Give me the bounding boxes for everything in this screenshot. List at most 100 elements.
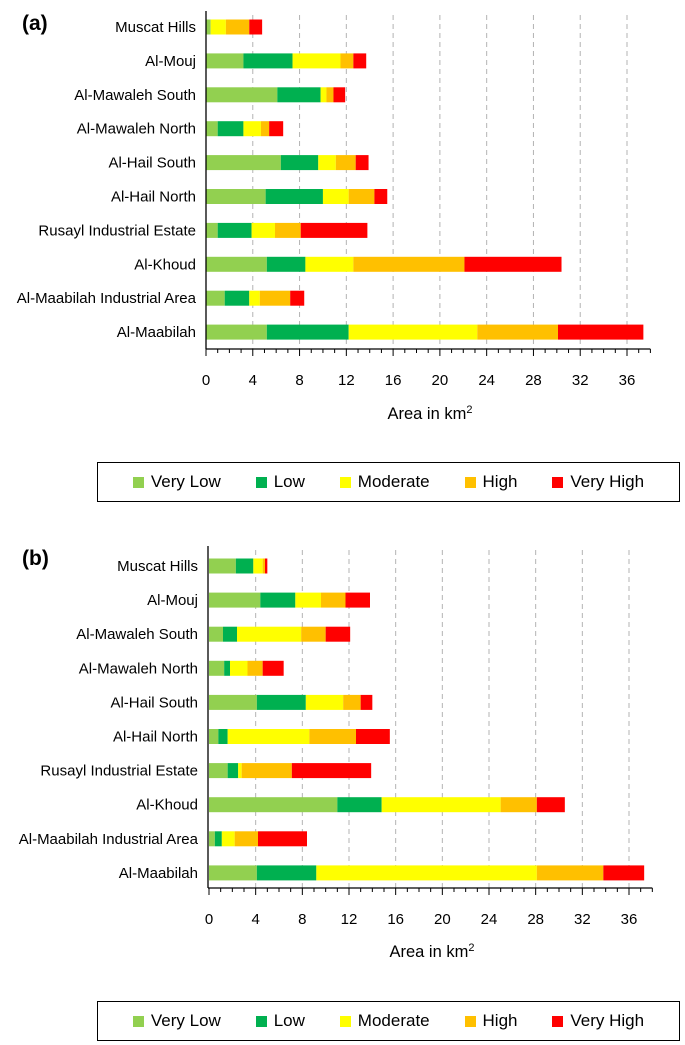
bar-segment-very-low — [209, 865, 257, 881]
bar-segment-low — [224, 660, 230, 676]
bar-segment-very-low — [209, 592, 261, 608]
category-label: Al-Hail South — [108, 155, 196, 172]
bar-segment-high — [321, 592, 346, 608]
bar-segment-very-low — [206, 189, 266, 204]
category-label: Al-Mouj — [145, 53, 196, 70]
bar-segment-low — [223, 626, 237, 642]
bar-segment-high — [260, 121, 270, 137]
legend-label: Very Low — [150, 1011, 221, 1030]
category-label: Muscat Hills — [117, 558, 198, 575]
legend-swatch-high — [464, 1015, 476, 1027]
legend-swatch-very-low — [132, 1015, 144, 1027]
chart-panel-a: (a) Muscat Hills Al-Mouj Al-Mawaleh South A… — [0, 0, 685, 520]
bar-segment-moderate — [237, 626, 302, 642]
bar-segment-very-low — [209, 797, 338, 813]
legend-item-low: Low — [255, 1011, 305, 1031]
bar-segment-very-low — [209, 626, 223, 642]
bar-segment-moderate — [305, 694, 344, 710]
bar-segment-very-high — [353, 53, 367, 69]
x-tick-label: 28 — [527, 911, 544, 928]
bar-segment-high — [335, 155, 356, 171]
x-tick-label: 4 — [251, 911, 259, 928]
bar-segment-high — [536, 865, 604, 881]
legend-swatch-low — [255, 1015, 267, 1027]
bar-segment-very-high — [333, 87, 346, 103]
legend-label: Moderate — [357, 472, 430, 491]
x-tick-label: 32 — [572, 372, 589, 389]
x-tick-label: 24 — [478, 372, 495, 389]
category-label: Al-Hail North — [113, 729, 198, 746]
x-axis-title: Area in km2 — [390, 942, 475, 961]
category-label: Al-Mawaleh North — [79, 660, 198, 677]
panel-label: (b) — [22, 547, 49, 570]
legend-label: Low — [273, 1011, 305, 1030]
bar-segment-very-high — [265, 558, 268, 574]
bar-segment-moderate — [305, 256, 354, 272]
x-tick-label: 32 — [574, 911, 591, 928]
bar-segment-very-high — [356, 729, 390, 744]
legend-label: Very High — [570, 1011, 645, 1030]
x-tick-label: 8 — [295, 372, 303, 389]
bar-segment-high — [477, 324, 559, 340]
category-label: Rusayl Industrial Estate — [40, 763, 198, 780]
legend-swatch-high — [464, 476, 476, 488]
panel-label: (a) — [22, 12, 48, 35]
category-label: Al-Maabilah — [117, 324, 196, 341]
legend-swatch-very-high — [552, 476, 564, 488]
bar-segment-very-high — [345, 592, 370, 608]
category-label: Rusayl Industrial Estate — [38, 222, 196, 239]
bar-segment-high — [309, 729, 356, 744]
bar-segment-very-low — [206, 19, 211, 35]
bar-segment-high — [301, 626, 326, 642]
x-axis-title: Area in km2 — [388, 404, 473, 423]
legend-label: Very High — [570, 472, 645, 491]
bar-segment-low — [256, 865, 317, 881]
bar-segment-very-low — [206, 155, 281, 171]
bar-segment-high — [259, 290, 291, 306]
x-tick-label: 8 — [298, 911, 306, 928]
bar-segment-very-high — [269, 121, 284, 137]
bar-segment-high — [241, 763, 292, 779]
bar-segment-high — [234, 831, 258, 847]
bar-segment-very-high — [325, 626, 351, 642]
bar-segment-very-high — [603, 865, 645, 881]
legend-item-low: Low — [255, 472, 305, 492]
bar-segment-high — [348, 189, 375, 204]
legend-label: High — [482, 472, 518, 491]
category-label: Al-Maabilah Industrial Area — [17, 290, 197, 307]
bar-segment-very-low — [209, 660, 225, 676]
bar-segment-very-low — [206, 290, 225, 306]
chart-a-plot: Muscat Hills Al-Mouj Al-Mawaleh South Al-Ma… — [17, 11, 651, 423]
bar-segment-very-low — [209, 558, 236, 574]
bar-segment-high — [500, 797, 537, 813]
legend: Very Low Low Moderate High Very High — [97, 462, 680, 502]
bar-segment-moderate — [221, 831, 235, 847]
bar-segment-low — [337, 797, 382, 813]
bar-segment-high — [225, 19, 250, 35]
x-tick-label: 4 — [249, 372, 257, 389]
bar-segment-low — [214, 831, 222, 847]
bar-segment-moderate — [316, 865, 537, 881]
bar-segment-very-low — [206, 121, 218, 137]
bar-segment-high — [343, 694, 361, 710]
bar-segment-moderate — [295, 592, 321, 608]
bar-segment-moderate — [230, 660, 248, 676]
bar-segment-very-low — [206, 222, 218, 238]
bar-segment-high — [353, 256, 465, 272]
bar-segment-low — [227, 763, 239, 779]
bar-segment-very-high — [300, 222, 368, 238]
bar-segment-very-low — [209, 831, 215, 847]
category-label: Al-Maabilah Industrial Area — [19, 831, 199, 848]
x-tick-label: 20 — [432, 372, 449, 389]
bar-segment-very-high — [249, 19, 263, 35]
category-label: Al-Khoud — [134, 256, 196, 273]
bar-segment-high — [262, 558, 265, 574]
bar-segment-moderate — [238, 763, 242, 779]
legend-item-high: High — [464, 472, 518, 492]
bar-segment-moderate — [322, 189, 349, 204]
x-tick-label: 12 — [338, 372, 355, 389]
legend-item-high: High — [464, 1011, 517, 1031]
bar-segment-high — [340, 53, 354, 69]
bar-segment-high — [247, 660, 263, 676]
bar-segment-moderate — [318, 155, 336, 171]
